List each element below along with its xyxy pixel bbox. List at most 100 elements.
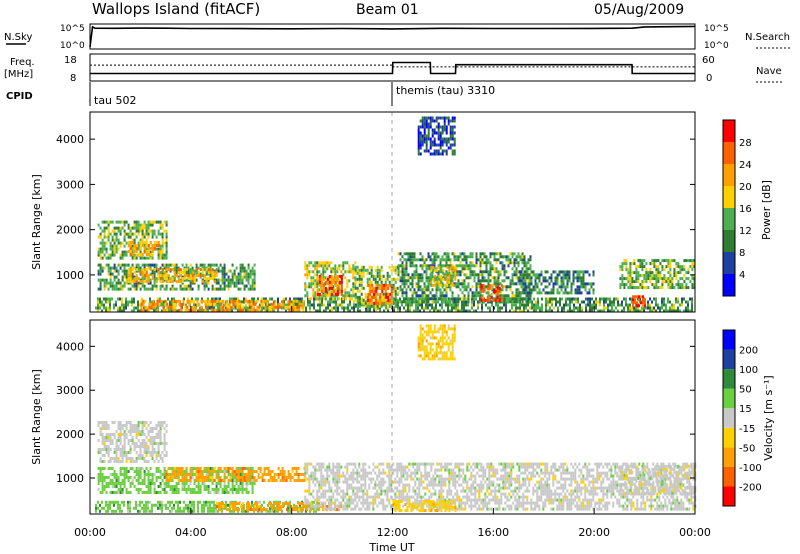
heatmap-cell bbox=[637, 259, 640, 263]
heatmap-cell bbox=[109, 266, 112, 270]
heatmap-cell bbox=[217, 303, 219, 307]
heatmap-cell bbox=[394, 304, 397, 308]
heatmap-cell bbox=[155, 451, 158, 454]
heatmap-cell bbox=[173, 485, 176, 488]
heatmap-cell bbox=[365, 309, 367, 313]
heatmap-cell bbox=[219, 485, 222, 488]
heatmap-cell bbox=[189, 476, 192, 479]
heatmap-cell bbox=[465, 255, 468, 259]
heatmap-cell bbox=[358, 301, 361, 305]
heatmap-cell bbox=[145, 451, 148, 454]
heatmap-cell bbox=[471, 261, 474, 265]
heatmap-cell bbox=[172, 299, 175, 303]
heatmap-cell bbox=[549, 306, 551, 310]
heatmap-cell bbox=[417, 152, 420, 156]
heatmap-cell bbox=[677, 306, 679, 310]
heatmap-cell bbox=[221, 287, 224, 291]
heatmap-cell bbox=[375, 289, 378, 293]
heatmap-cell bbox=[133, 280, 136, 284]
heatmap-cell bbox=[147, 235, 150, 239]
heatmap-cell bbox=[475, 282, 478, 286]
heatmap-cell bbox=[99, 272, 102, 276]
heatmap-cell bbox=[580, 285, 583, 289]
heatmap-cell bbox=[316, 264, 319, 268]
heatmap-cell bbox=[332, 289, 335, 293]
heatmap-cell bbox=[336, 277, 339, 281]
heatmap-cell bbox=[423, 282, 426, 286]
heatmap-cell bbox=[113, 421, 116, 424]
heatmap-cell bbox=[164, 308, 167, 312]
heatmap-cell bbox=[440, 265, 443, 269]
heatmap-cell bbox=[167, 263, 170, 267]
heatmap-cell bbox=[187, 277, 190, 281]
heatmap-cell bbox=[257, 473, 260, 476]
heatmap-cell bbox=[471, 252, 474, 256]
heatmap-cell bbox=[147, 266, 150, 270]
heatmap-cell bbox=[155, 277, 158, 281]
heatmap-cell bbox=[433, 137, 436, 141]
heatmap-cell bbox=[423, 306, 425, 310]
heatmap-cell bbox=[191, 473, 194, 476]
heatmap-cell bbox=[217, 266, 220, 270]
heatmap-cell bbox=[247, 491, 250, 494]
heatmap-cell bbox=[449, 297, 451, 301]
heatmap-cell bbox=[444, 277, 447, 281]
heatmap-cell bbox=[137, 439, 140, 442]
heatmap-cell bbox=[165, 473, 168, 476]
heatmap-cell bbox=[509, 258, 512, 262]
heatmap-cell bbox=[142, 302, 145, 306]
heatmap-cell bbox=[280, 302, 283, 306]
heatmap-cell bbox=[111, 479, 114, 482]
heatmap-cell bbox=[153, 284, 156, 288]
heatmap-cell bbox=[373, 292, 376, 296]
heatmap-cell bbox=[233, 470, 236, 473]
heatmap-cell bbox=[531, 306, 533, 310]
heatmap-cell bbox=[327, 303, 329, 307]
heatmap-cell bbox=[550, 276, 553, 280]
heatmap-cell bbox=[397, 291, 400, 295]
heatmap-cell bbox=[198, 302, 201, 306]
heatmap-cell bbox=[159, 266, 162, 270]
heatmap-cell bbox=[157, 253, 160, 257]
heatmap-cell bbox=[127, 442, 130, 445]
heatmap-cell bbox=[251, 287, 254, 291]
heatmap-cell bbox=[175, 482, 178, 485]
heatmap-cell bbox=[411, 255, 414, 259]
heatmap-cell bbox=[133, 297, 135, 301]
heatmap-cell bbox=[111, 244, 114, 248]
heatmap-cell bbox=[380, 280, 383, 284]
heatmap-cell bbox=[366, 280, 369, 284]
heatmap-cell bbox=[131, 250, 134, 254]
heatmap-cell bbox=[453, 303, 455, 307]
heatmap-cell bbox=[201, 479, 204, 482]
heatmap-cell bbox=[314, 261, 317, 265]
heatmap-cell bbox=[201, 297, 203, 301]
heatmap-cell bbox=[221, 470, 224, 473]
heatmap-cell bbox=[141, 491, 144, 494]
heatmap-cell bbox=[427, 128, 430, 132]
heatmap-cell bbox=[647, 306, 649, 310]
heatmap-cell bbox=[161, 473, 164, 476]
heatmap-cell bbox=[637, 274, 640, 278]
heatmap-cell bbox=[457, 264, 460, 268]
heatmap-cell bbox=[129, 287, 132, 291]
heatmap-cell bbox=[338, 274, 341, 278]
heatmap-cell bbox=[538, 279, 541, 283]
heatmap-cell bbox=[344, 261, 347, 265]
heatmap-cell bbox=[316, 270, 319, 274]
heatmap-cell bbox=[449, 131, 452, 135]
heatmap-cell bbox=[419, 309, 421, 313]
heatmap-cell bbox=[306, 291, 309, 295]
heatmap-cell bbox=[237, 488, 240, 491]
heatmap-cell bbox=[413, 273, 416, 277]
heatmap-cell bbox=[245, 473, 248, 476]
heatmap-cell bbox=[559, 297, 561, 301]
heatmap-cell bbox=[469, 264, 472, 268]
heatmap-cell bbox=[425, 303, 427, 307]
heatmap-cell bbox=[131, 457, 134, 460]
heatmap-cell bbox=[266, 302, 269, 306]
heatmap-cell bbox=[527, 300, 529, 304]
heatmap-cell bbox=[437, 297, 440, 301]
heatmap-cell bbox=[113, 485, 116, 488]
heatmap-cell bbox=[131, 303, 133, 307]
